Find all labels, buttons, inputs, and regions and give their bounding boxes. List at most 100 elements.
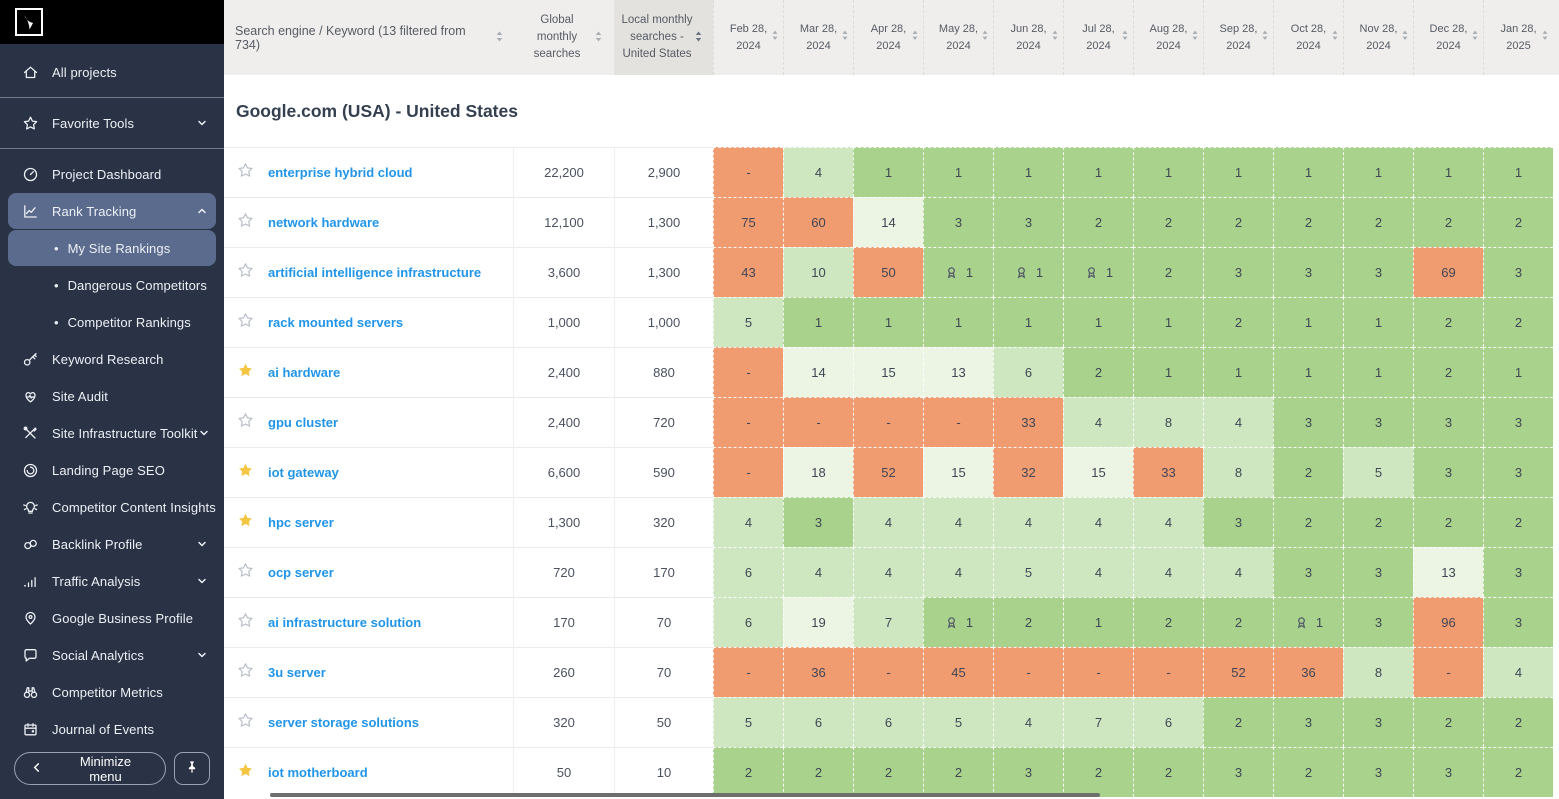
keyword-link[interactable]: iot gateway <box>268 465 339 480</box>
rank-cell[interactable]: 1 <box>1343 147 1413 197</box>
rank-cell[interactable]: 3 <box>1203 247 1273 297</box>
month-column-header[interactable]: Sep 28, 2024 <box>1203 0 1273 75</box>
rank-cell[interactable]: 2 <box>1483 747 1553 797</box>
app-logo-icon[interactable] <box>15 8 43 36</box>
rank-cell[interactable]: 2 <box>1063 747 1133 797</box>
sidebar-item-favorite-tools[interactable]: Favorite Tools <box>8 105 216 141</box>
rank-cell[interactable]: 1 <box>1063 147 1133 197</box>
rank-cell[interactable]: 4 <box>923 497 993 547</box>
rank-cell[interactable]: 4 <box>1063 397 1133 447</box>
rank-cell[interactable]: 2 <box>923 747 993 797</box>
rank-cell[interactable]: 60 <box>783 197 853 247</box>
star-outline-icon[interactable] <box>237 662 268 684</box>
sort-icon[interactable] <box>910 29 920 47</box>
sort-icon[interactable] <box>1120 29 1130 47</box>
sort-icon[interactable] <box>770 29 780 47</box>
rank-cell[interactable]: 33 <box>993 397 1063 447</box>
rank-cell[interactable]: 3 <box>1273 397 1343 447</box>
rank-cell[interactable]: 3 <box>1273 547 1343 597</box>
rank-cell[interactable]: 4 <box>1063 497 1133 547</box>
sort-icon[interactable] <box>980 29 990 47</box>
rank-cell[interactable]: 13 <box>923 347 993 397</box>
rank-cell[interactable]: 4 <box>713 497 783 547</box>
keyword-link[interactable]: gpu cluster <box>268 415 339 430</box>
rank-cell[interactable]: 3 <box>1483 397 1553 447</box>
sidebar-item-project-dashboard[interactable]: Project Dashboard <box>8 156 216 192</box>
sidebar-item-site-audit[interactable]: Site Audit <box>8 378 216 414</box>
rank-cell[interactable]: 3 <box>923 197 993 247</box>
sidebar-item-google-business-profile[interactable]: Google Business Profile <box>8 600 216 636</box>
sidebar-item-competitor-content-insights[interactable]: Competitor Content Insights <box>8 489 216 525</box>
rank-cell[interactable]: 4 <box>783 147 853 197</box>
rank-cell[interactable]: 4 <box>1063 547 1133 597</box>
rank-cell[interactable]: 1 <box>1133 147 1203 197</box>
star-filled-icon[interactable] <box>237 362 268 384</box>
rank-cell[interactable]: 6 <box>993 347 1063 397</box>
star-filled-icon[interactable] <box>237 512 268 534</box>
rank-cell[interactable]: 2 <box>1413 197 1483 247</box>
rank-cell[interactable]: 3 <box>1413 447 1483 497</box>
sidebar-item-competitor-rankings[interactable]: • Competitor Rankings <box>8 304 216 340</box>
rank-cell[interactable]: 2 <box>1413 297 1483 347</box>
rank-cell[interactable]: 1 <box>993 147 1063 197</box>
keyword-link[interactable]: 3u server <box>268 665 326 680</box>
rank-cell[interactable]: 1 <box>1413 147 1483 197</box>
sort-icon[interactable] <box>840 29 850 47</box>
rank-cell[interactable]: - <box>993 647 1063 697</box>
keyword-link[interactable]: artificial intelligence infrastructure <box>268 265 482 280</box>
sidebar-item-traffic-analysis[interactable]: Traffic Analysis <box>8 563 216 599</box>
rank-cell[interactable]: 6 <box>713 547 783 597</box>
keyword-link[interactable]: iot motherboard <box>268 765 368 780</box>
rank-cell[interactable]: 1 <box>923 597 993 647</box>
rank-cell[interactable]: - <box>853 397 923 447</box>
rank-cell[interactable]: 4 <box>783 547 853 597</box>
rank-cell[interactable]: 36 <box>783 647 853 697</box>
sidebar-item-social-analytics[interactable]: Social Analytics <box>8 637 216 673</box>
rank-cell[interactable]: 3 <box>1343 547 1413 597</box>
sort-icon[interactable] <box>1190 29 1200 47</box>
rank-cell[interactable]: 5 <box>713 697 783 747</box>
rank-cell[interactable]: 2 <box>783 747 853 797</box>
rank-cell[interactable]: 3 <box>783 497 853 547</box>
rank-cell[interactable]: 8 <box>1343 647 1413 697</box>
rank-cell[interactable]: 19 <box>783 597 853 647</box>
rank-cell[interactable]: 2 <box>1413 347 1483 397</box>
rank-cell[interactable]: 3 <box>993 747 1063 797</box>
rank-cell[interactable]: 6 <box>783 697 853 747</box>
rank-cell[interactable]: 3 <box>1273 247 1343 297</box>
sort-icon[interactable] <box>1540 29 1550 47</box>
rank-cell[interactable]: 14 <box>853 197 923 247</box>
rank-cell[interactable]: 7 <box>853 597 923 647</box>
keyword-link[interactable]: rack mounted servers <box>268 315 404 330</box>
sort-icon-active[interactable] <box>693 30 704 46</box>
rank-cell[interactable]: 2 <box>1203 297 1273 347</box>
star-outline-icon[interactable] <box>237 162 268 184</box>
sort-icon[interactable] <box>1330 29 1340 47</box>
rank-cell[interactable]: 5 <box>993 547 1063 597</box>
rank-cell[interactable]: 14 <box>783 347 853 397</box>
month-column-header[interactable]: Oct 28, 2024 <box>1273 0 1343 75</box>
keyword-link[interactable]: ai hardware <box>268 365 341 380</box>
rank-cell[interactable]: 69 <box>1413 247 1483 297</box>
rank-cell[interactable]: 3 <box>1203 747 1273 797</box>
rank-cell[interactable]: 2 <box>1133 597 1203 647</box>
rank-cell[interactable]: 2 <box>1133 197 1203 247</box>
sort-icon[interactable] <box>593 30 604 46</box>
star-outline-icon[interactable] <box>237 712 268 734</box>
rank-cell[interactable]: 2 <box>993 597 1063 647</box>
rank-cell[interactable]: 75 <box>713 197 783 247</box>
rank-cell[interactable]: 15 <box>1063 447 1133 497</box>
sidebar-item-all-projects[interactable]: All projects <box>8 54 216 90</box>
month-column-header[interactable]: Jun 28, 2024 <box>993 0 1063 75</box>
rank-cell[interactable]: 1 <box>993 297 1063 347</box>
rank-cell[interactable]: 43 <box>713 247 783 297</box>
sidebar-item-landing-page-seo[interactable]: Landing Page SEO <box>8 452 216 488</box>
rank-cell[interactable]: 2 <box>1203 597 1273 647</box>
rank-cell[interactable]: 2 <box>1273 747 1343 797</box>
month-column-header[interactable]: Dec 28, 2024 <box>1413 0 1483 75</box>
rank-cell[interactable]: 3 <box>1483 447 1553 497</box>
pin-menu-button[interactable] <box>174 752 210 785</box>
star-filled-icon[interactable] <box>237 462 268 484</box>
rank-cell[interactable]: 2 <box>1133 747 1203 797</box>
rank-cell[interactable]: 1 <box>783 297 853 347</box>
